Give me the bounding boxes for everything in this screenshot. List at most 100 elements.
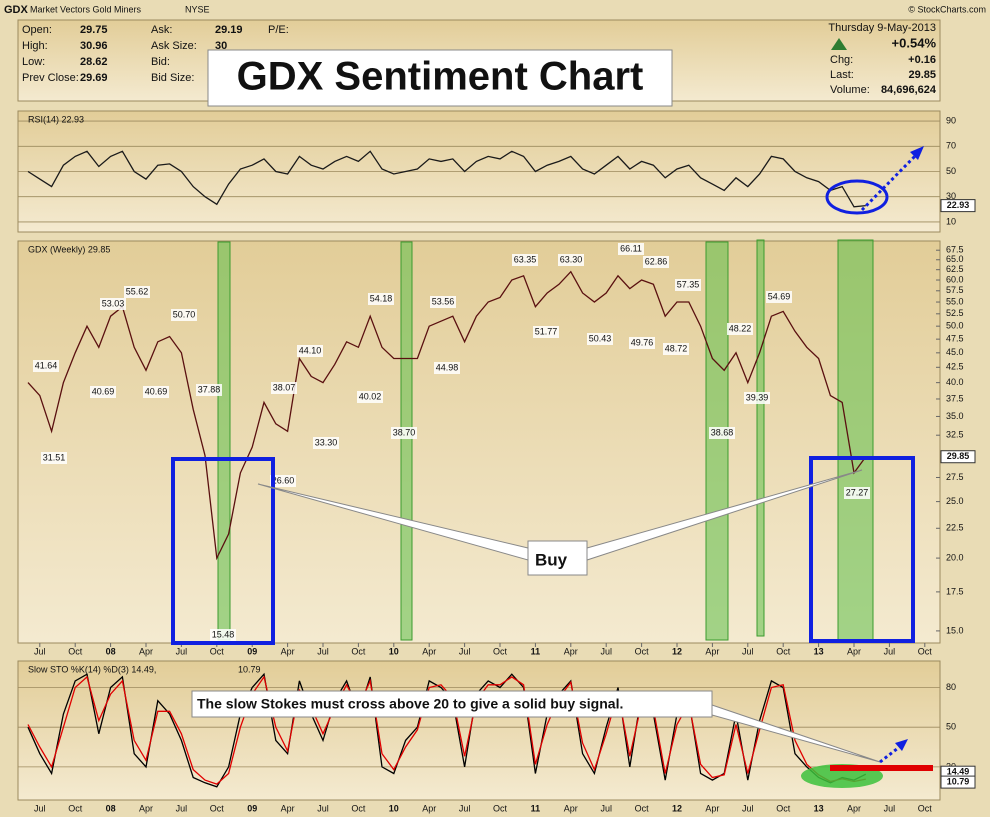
x-tick-label: Oct (493, 646, 508, 656)
annotation-box (512, 254, 538, 266)
y-tick-label: 42.5 (946, 362, 964, 372)
quote-label: Prev Close: (22, 72, 79, 84)
x-tick-label: Apr (139, 646, 153, 656)
x-tick-label: Oct (351, 646, 366, 656)
x-tick-label: Oct (776, 803, 791, 813)
price-annotation: 44.98 (436, 362, 459, 372)
quote-change-pct: +0.54% (892, 35, 937, 50)
sentiment-band (756, 239, 765, 637)
x-tick-label: Jul (884, 646, 896, 656)
sentiment-band (217, 241, 231, 641)
x-tick-label: Jul (459, 646, 471, 656)
price-annotation: 55.62 (126, 286, 149, 296)
panel-title-d: 10.79 (238, 664, 261, 674)
price-annotation: 40.69 (145, 386, 168, 396)
x-tick-label: 08 (106, 646, 116, 656)
x-tick-label: Jul (600, 803, 612, 813)
y-tick-label: 80 (946, 682, 956, 692)
price-annotation: 44.10 (299, 345, 322, 355)
x-tick-label: 10 (389, 646, 399, 656)
price-annotation: 63.35 (514, 254, 537, 264)
y-tick-label: 45.0 (946, 347, 964, 357)
sentiment-bands (217, 239, 874, 641)
x-tick-label: Jul (317, 646, 329, 656)
x-tick-label: Jul (317, 803, 329, 813)
y-tick-label: 27.5 (946, 472, 964, 482)
x-tick-label: Oct (635, 803, 650, 813)
x-tick-label: Apr (564, 803, 578, 813)
sentiment-band (705, 241, 729, 641)
last-value-box (940, 775, 976, 789)
annotation-box (391, 427, 417, 439)
annotation-box (33, 360, 59, 372)
callout-box (527, 540, 588, 576)
quote-label: P/E: (268, 24, 289, 36)
price-annotation: 41.64 (35, 360, 58, 370)
annotation-box (844, 487, 870, 499)
price-panel (17, 240, 941, 644)
quote-label: High: (22, 40, 48, 52)
y-tick-label: 25.0 (946, 496, 964, 506)
annotation-box (587, 333, 613, 345)
y-tick-label: 40.0 (946, 377, 964, 387)
price-annotation: 26.60 (272, 475, 295, 485)
annotation-box (558, 254, 584, 266)
x-tick-label: 13 (814, 803, 824, 813)
price-annotation: 38.68 (711, 427, 734, 437)
y-tick-label: 50.0 (946, 321, 964, 331)
annotation-box (434, 362, 460, 374)
quote-value: 29.19 (215, 24, 243, 36)
annotation-box (618, 243, 644, 255)
price-annotation: 50.43 (589, 333, 612, 343)
x-tick-label: Apr (847, 646, 861, 656)
price-annotation: 63.30 (560, 254, 583, 264)
annotation-box (643, 256, 669, 268)
rsi-arrow (860, 151, 920, 212)
annotation-box (727, 323, 753, 335)
price-annotation: 51.77 (535, 326, 558, 336)
title-box (207, 49, 673, 107)
x-tick-label: 10 (389, 803, 399, 813)
y-tick-label: 55.0 (946, 296, 964, 306)
annotation-box (357, 391, 383, 403)
x-tick-label: Jul (600, 646, 612, 656)
price-annotation: 48.72 (665, 343, 688, 353)
y-tick-label: 30 (946, 191, 956, 201)
quote-label: Low: (22, 56, 45, 68)
annotation-box (744, 392, 770, 404)
annotation-box (629, 337, 655, 349)
x-tick-label: Oct (918, 646, 933, 656)
x-tick-label: 11 (531, 803, 541, 813)
series-line (27, 270, 867, 561)
price-annotation: 40.02 (359, 391, 382, 401)
x-tick-label: Jul (884, 803, 896, 813)
quote-value: 28.62 (80, 56, 108, 68)
sto-arrow-head (895, 739, 908, 751)
price-annotation: 50.70 (173, 309, 196, 319)
annotation-box (663, 343, 689, 355)
price-annotation: 31.51 (43, 452, 66, 462)
annotation-box (709, 427, 735, 439)
highlight-box (171, 457, 275, 645)
y-tick-label: 17.5 (946, 586, 964, 596)
x-tick-label: 09 (247, 803, 257, 813)
x-tick-label: 12 (672, 803, 682, 813)
y-tick-label: 60.0 (946, 274, 964, 284)
price-annotation: 39.39 (746, 392, 769, 402)
quote-date: Thursday 9-May-2013 (828, 22, 936, 34)
price-annotation: 54.18 (370, 293, 393, 303)
quote-value: 30.96 (80, 40, 108, 52)
threshold-bar (830, 765, 933, 771)
overlay-title: GDX Sentiment Chart (237, 55, 644, 99)
x-tick-label: Jul (34, 646, 46, 656)
exchange: NYSE (185, 4, 210, 14)
price-annotation: 33.30 (315, 437, 338, 447)
price-annotation: 40.69 (92, 386, 115, 396)
y-tick-label: 50 (946, 166, 956, 176)
last-value-label: 29.85 (947, 451, 970, 461)
last-value-box (940, 199, 976, 213)
x-tick-label: Oct (635, 646, 650, 656)
x-tick-label: Apr (422, 803, 436, 813)
last-value-label: 10.79 (947, 776, 970, 786)
quote-label: Open: (22, 24, 52, 36)
